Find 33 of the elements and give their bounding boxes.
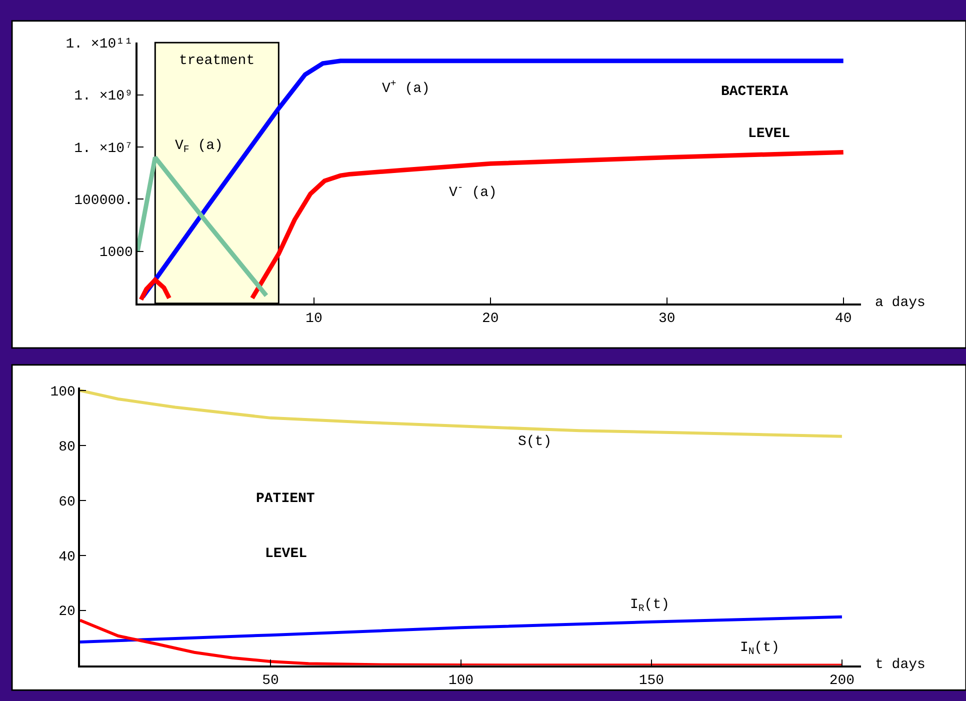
x-tick-label: 10: [306, 310, 322, 327]
series-label: I$_{R}$(t): [630, 597, 670, 614]
line-series: [138, 155, 269, 298]
series-label: V$_{F}$ (a): [175, 138, 223, 155]
x-axis-title: a days: [875, 295, 926, 311]
y-tick-label: 1. ×10¹¹: [66, 36, 133, 53]
annotation: PATIENT: [256, 491, 315, 507]
annotation: BACTERIA: [721, 84, 789, 100]
x-tick-label: 200: [829, 672, 855, 689]
x-axis-title: t days: [875, 657, 926, 673]
band-label: treatment: [179, 53, 255, 69]
series-label: V$^{-}$ (a): [449, 182, 497, 201]
line-series: [80, 618, 844, 666]
x-tick-label: 50: [262, 672, 279, 689]
x-tick-label: 100: [448, 672, 474, 689]
x-tick-label: 150: [638, 672, 664, 689]
y-tick-label: 40: [58, 549, 76, 566]
y-tick-label: 60: [58, 494, 76, 510]
y-tick-label: 20: [58, 604, 76, 620]
y-tick-label: 80: [58, 439, 76, 456]
y-tick-label: 100: [50, 384, 76, 400]
series-label: I$_{N}$(t): [740, 640, 780, 657]
x-tick-label: 30: [658, 310, 676, 327]
y-tick-label: 1. ×10⁹: [74, 88, 133, 105]
annotation: LEVEL: [265, 546, 308, 562]
y-tick-label: 100000.: [74, 193, 133, 210]
series-label: V$^{+}$ (a): [382, 78, 430, 97]
x-tick-label: 40: [834, 310, 852, 327]
x-tick-label: 20: [482, 310, 499, 327]
y-tick-label: 1. ×10⁷: [74, 140, 133, 157]
annotation: LEVEL: [748, 126, 790, 142]
y-tick-label: 1000: [99, 245, 133, 262]
series-label: S(t): [518, 434, 552, 450]
